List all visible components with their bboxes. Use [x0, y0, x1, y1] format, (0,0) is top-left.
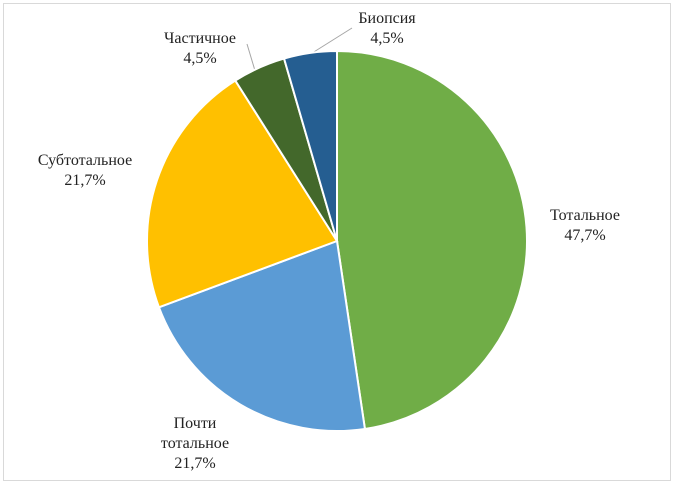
value-label: 47,7% — [564, 227, 606, 244]
value-label: 21,7% — [174, 455, 216, 472]
pie-slice — [146, 79, 339, 309]
slice-label: Биопсия — [358, 10, 416, 27]
slice-label: Субтотальное — [37, 152, 133, 169]
value-label: 21,7% — [64, 172, 106, 189]
value-label: 4,5% — [183, 50, 217, 67]
value-label: 4,5% — [370, 30, 404, 47]
slice-label: Почти тотальное — [160, 415, 230, 452]
leader-line — [308, 27, 353, 56]
slice-label: Тотальное — [550, 207, 620, 224]
chart-border — [3, 3, 671, 481]
slice-label: Частичное — [163, 30, 237, 47]
pie-slice — [336, 49, 528, 431]
pie-slice — [282, 49, 338, 242]
